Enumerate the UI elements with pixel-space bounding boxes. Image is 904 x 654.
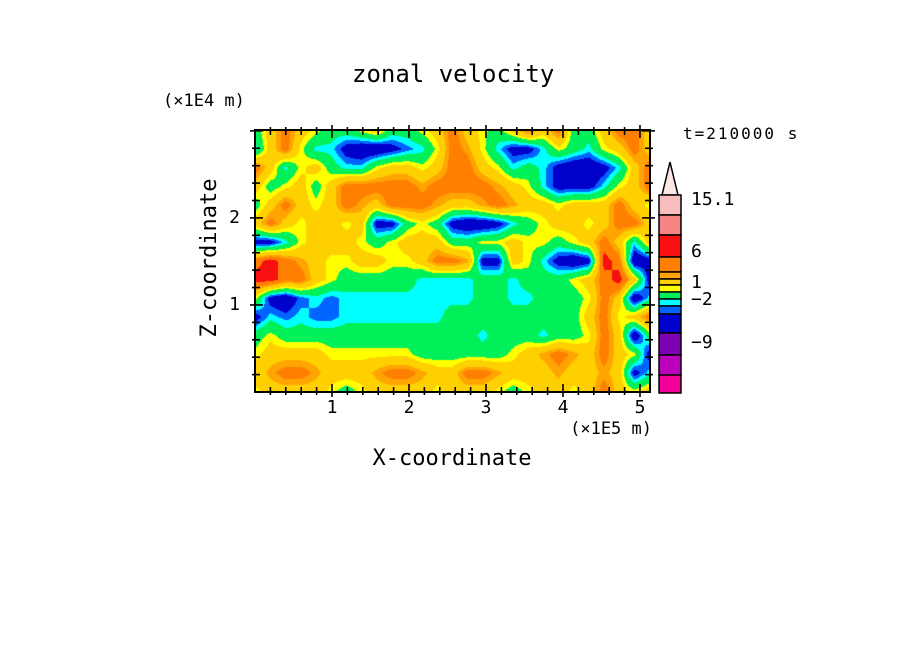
x-axis-unit-label: (×1E5 m) (570, 419, 652, 439)
z-tick-label: 1 (229, 293, 240, 315)
z-axis-unit-label: (×1E4 m) (163, 91, 245, 111)
x-tick-label: 5 (634, 397, 646, 418)
contour-field (255, 130, 650, 392)
z-tick-label: 2 (229, 206, 240, 228)
colorbar-tick-label: 1 (691, 271, 702, 293)
x-tick-label: 2 (403, 397, 415, 418)
z-axis-title: Z-coordinate (197, 178, 222, 338)
x-tick-label: 3 (480, 397, 492, 418)
time-label: t=210000 s (683, 124, 800, 143)
plot-title: zonal velocity (352, 60, 555, 88)
colorbar-tick-label: −9 (691, 331, 713, 353)
colorbar-tick-label: 6 (691, 241, 702, 263)
x-tick-label: 1 (326, 397, 338, 418)
colorbar-tick-label: 15.1 (691, 188, 735, 210)
x-axis-title: X-coordinate (372, 446, 532, 471)
x-tick-label: 4 (557, 397, 569, 418)
colorbar-tick-label: −2 (691, 288, 713, 310)
